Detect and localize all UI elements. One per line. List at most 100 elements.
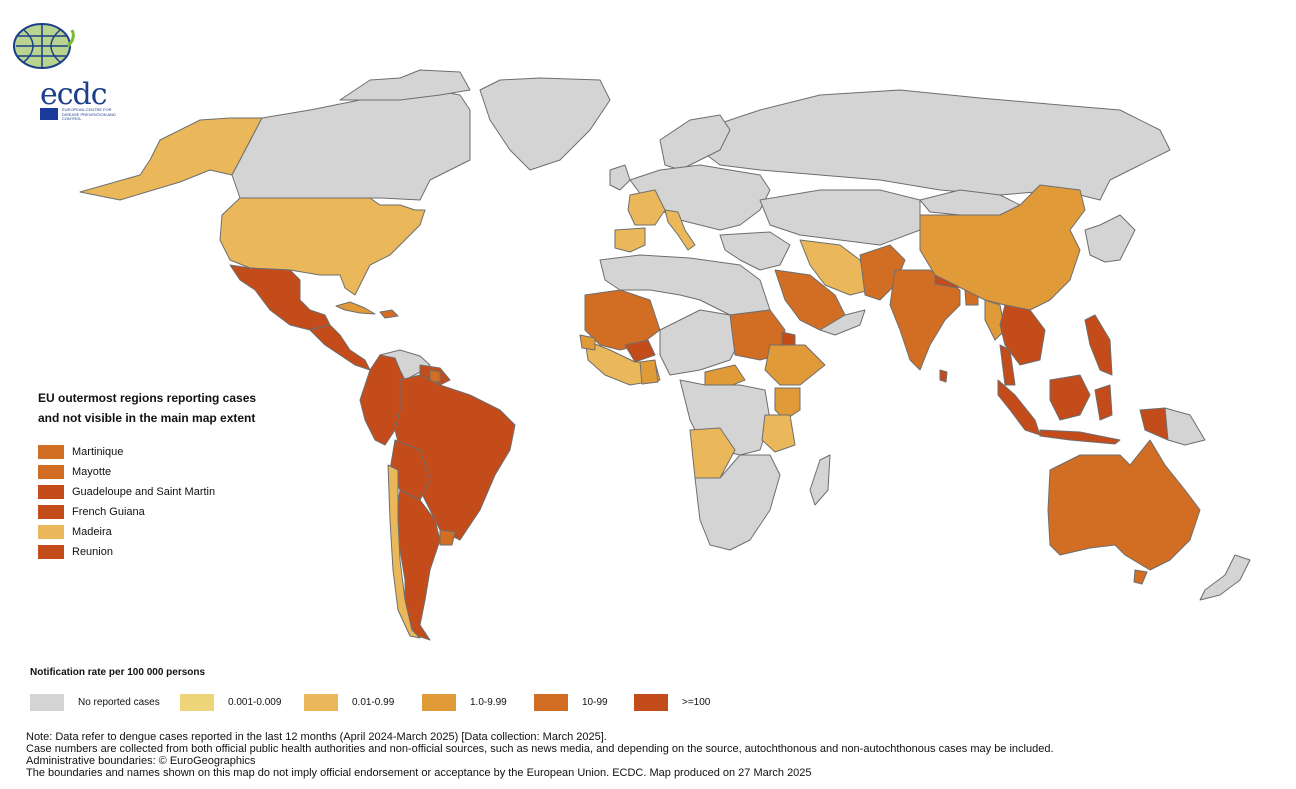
region-chile	[387, 464, 421, 639]
rate-legend-items: No reported cases 0.001-0.009 0.01-0.99 …	[30, 694, 710, 711]
region-malay-peninsula	[999, 344, 1016, 386]
outermost-item-guadeloupe: Guadeloupe and Saint Martin	[38, 482, 268, 502]
region-hispaniola	[379, 309, 399, 319]
legend-label: 0.001-0.009	[228, 697, 282, 708]
legend-swatch	[38, 465, 64, 479]
region-alaska	[79, 117, 263, 201]
legend-swatch	[38, 505, 64, 519]
region-italy	[664, 209, 696, 251]
region-korea-japan	[1084, 214, 1136, 263]
region-iran	[799, 239, 871, 296]
region-burkina-faso	[624, 339, 656, 363]
legend-label: French Guiana	[72, 506, 145, 518]
region-west-papua	[1139, 407, 1169, 441]
region-usa	[219, 197, 426, 296]
region-papua-new-guinea	[1164, 407, 1206, 446]
legend-swatch	[180, 694, 214, 711]
notification-rate-legend: Notification rate per 100 000 persons No…	[30, 667, 710, 711]
region-china	[919, 184, 1086, 311]
region-ethiopia	[764, 344, 826, 386]
region-new-zealand	[1199, 554, 1251, 601]
region-myanmar	[984, 299, 1006, 341]
legend-swatch	[38, 545, 64, 559]
region-madagascar	[809, 454, 831, 506]
legend-label: Mayotte	[72, 466, 112, 478]
footnotes: Note: Data refer to dengue cases reporte…	[26, 731, 1054, 779]
rate-item-100: >=100	[634, 694, 710, 711]
note-sources: Case numbers are collected from both off…	[26, 743, 1054, 755]
region-tanzania	[761, 414, 796, 453]
region-greenland	[479, 77, 611, 171]
region-canada	[231, 87, 471, 201]
region-canada-islands	[339, 69, 471, 101]
note-disclaimer: The boundaries and names shown on this m…	[26, 767, 812, 779]
region-turkey-levant	[719, 231, 791, 271]
globe-icon	[13, 23, 75, 69]
region-scandinavia	[659, 114, 731, 171]
legend-label: No reported cases	[78, 697, 160, 708]
legend-label: Guadeloupe and Saint Martin	[72, 486, 216, 498]
region-spain	[614, 227, 646, 253]
region-central-asia	[759, 189, 921, 246]
logo-acronym: ecdc	[40, 77, 108, 112]
region-ghana	[639, 359, 659, 385]
note-data-period: Note: Data refer to dengue cases reporte…	[26, 731, 607, 743]
region-kenya	[774, 387, 801, 421]
ecdc-logo: ecdc EUROPEAN CENTRE FOR DISEASE PREVENT…	[10, 20, 116, 121]
region-java	[1039, 429, 1121, 445]
rate-item-001: 0.01-0.99	[304, 694, 422, 711]
region-senegal	[579, 334, 596, 351]
region-suriname	[429, 369, 441, 383]
region-mexico	[229, 264, 331, 331]
region-philippines	[1084, 314, 1113, 376]
region-sulawesi	[1094, 384, 1113, 421]
rate-legend-title: Notification rate per 100 000 persons	[30, 667, 206, 678]
legend-label: Madeira	[72, 526, 112, 538]
region-sumatra	[997, 379, 1041, 436]
legend-swatch	[30, 694, 64, 711]
note-boundaries: Administrative boundaries: © EuroGeograp…	[26, 755, 256, 767]
region-central-america	[309, 324, 371, 371]
outermost-item-french-guiana: French Guiana	[38, 502, 268, 522]
legend-swatch	[422, 694, 456, 711]
outermost-item-martinique: Martinique	[38, 442, 268, 462]
region-cuba	[335, 301, 376, 315]
legend-swatch	[634, 694, 668, 711]
region-australia	[1047, 439, 1201, 571]
legend-swatch	[38, 445, 64, 459]
outermost-item-reunion: Reunion	[38, 542, 268, 562]
rate-item-1: 1.0-9.99	[422, 694, 534, 711]
legend-label: >=100	[682, 697, 711, 708]
outermost-legend-title: EU outermost regions reporting cases and…	[38, 391, 257, 425]
logo-subtitle: EUROPEAN CENTRE FOR DISEASE PREVENTION A…	[62, 107, 116, 121]
region-yemen-oman	[819, 309, 866, 336]
region-uk	[609, 164, 631, 191]
region-angola	[689, 427, 736, 479]
world-map	[79, 69, 1251, 641]
legend-label: 10-99	[582, 697, 608, 708]
region-argentina	[394, 489, 441, 641]
region-nigeria-chad	[659, 309, 741, 376]
region-france	[627, 189, 666, 226]
eu-flag-icon	[40, 108, 58, 120]
legend-swatch	[534, 694, 568, 711]
legend-swatch	[38, 525, 64, 539]
outermost-item-mayotte: Mayotte	[38, 462, 268, 482]
region-russia	[699, 89, 1171, 201]
legend-swatch	[304, 694, 338, 711]
region-tasmania	[1133, 569, 1148, 585]
outermost-item-madeira: Madeira	[38, 522, 268, 542]
region-sri-lanka	[939, 369, 948, 383]
rate-item-10: 10-99	[534, 694, 634, 711]
outermost-regions-legend: EU outermost regions reporting cases and…	[38, 388, 268, 562]
region-southern-africa	[694, 454, 781, 551]
rate-item-0001: 0.001-0.009	[180, 694, 304, 711]
region-uruguay	[439, 529, 456, 546]
region-indochina	[999, 304, 1046, 366]
rate-item-none: No reported cases	[30, 694, 180, 711]
legend-label: Martinique	[72, 446, 124, 458]
legend-label: Reunion	[72, 546, 113, 558]
legend-label: 0.01-0.99	[352, 697, 395, 708]
legend-label: 1.0-9.99	[470, 697, 507, 708]
region-borneo	[1049, 374, 1091, 421]
